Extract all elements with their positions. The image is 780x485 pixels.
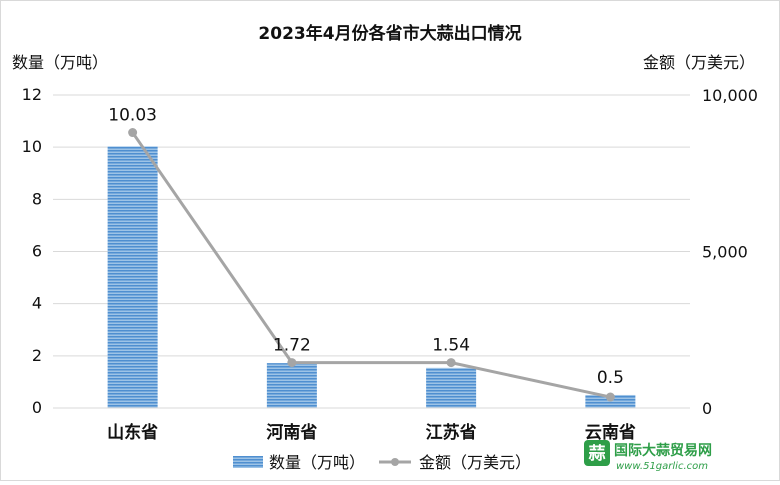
left-tick-label: 12 (22, 85, 42, 104)
left-tick-label: 10 (22, 137, 42, 156)
logo-url: www.51garlic.com (616, 461, 708, 472)
category-label: 河南省 (266, 422, 317, 443)
legend-line-label: 金额（万美元） (419, 453, 531, 472)
left-tick-label: 0 (32, 398, 42, 417)
right-axis-label: 金额（万美元） (643, 53, 755, 72)
line-series (128, 128, 615, 402)
left-tick-label: 4 (32, 294, 42, 313)
line-point (605, 392, 615, 402)
data-label: 1.54 (432, 336, 470, 356)
line-point (287, 358, 297, 368)
bar-series (107, 146, 636, 409)
amount-line (131, 131, 611, 399)
left-tick-label: 2 (32, 346, 42, 365)
axes: 0 2 4 6 8 10 12 0 5,000 10,000 山东省 河南省 江苏省 云南省 (22, 85, 758, 443)
gridlines (53, 94, 690, 357)
chart-title: 2023年4月份各省市大蒜出口情况 (258, 23, 521, 44)
bar (107, 146, 158, 409)
right-tick-label: 10,000 (702, 86, 758, 105)
legend-bar-label: 数量（万吨） (269, 453, 365, 472)
legend-line-marker (391, 458, 399, 466)
data-labels: 10.03 1.72 1.54 0.5 (108, 106, 624, 388)
line-point (128, 128, 138, 138)
legend: 数量（万吨） 金额（万美元） (233, 453, 531, 472)
left-tick-label: 8 (32, 189, 42, 208)
category-label: 云南省 (585, 422, 636, 443)
data-label: 0.5 (597, 368, 624, 388)
logo-name: 国际大蒜贸易网 (614, 442, 712, 459)
left-tick-label: 6 (32, 242, 42, 261)
right-tick-label: 5,000 (702, 243, 748, 262)
legend-bar-swatch (233, 456, 263, 468)
bar (266, 363, 317, 408)
left-axis-label: 数量（万吨） (12, 53, 108, 72)
logo-glyph: 蒜 (589, 443, 606, 464)
data-label: 1.72 (273, 336, 311, 356)
category-label: 江苏省 (426, 422, 477, 443)
watermark-logo: 蒜 国际大蒜贸易网 www.51garlic.com (584, 440, 712, 472)
logo-badge (584, 440, 610, 466)
right-tick-label: 0 (702, 399, 712, 418)
category-label: 山东省 (107, 422, 158, 443)
bar (426, 367, 477, 408)
data-label: 10.03 (108, 106, 157, 126)
line-point (446, 358, 456, 368)
